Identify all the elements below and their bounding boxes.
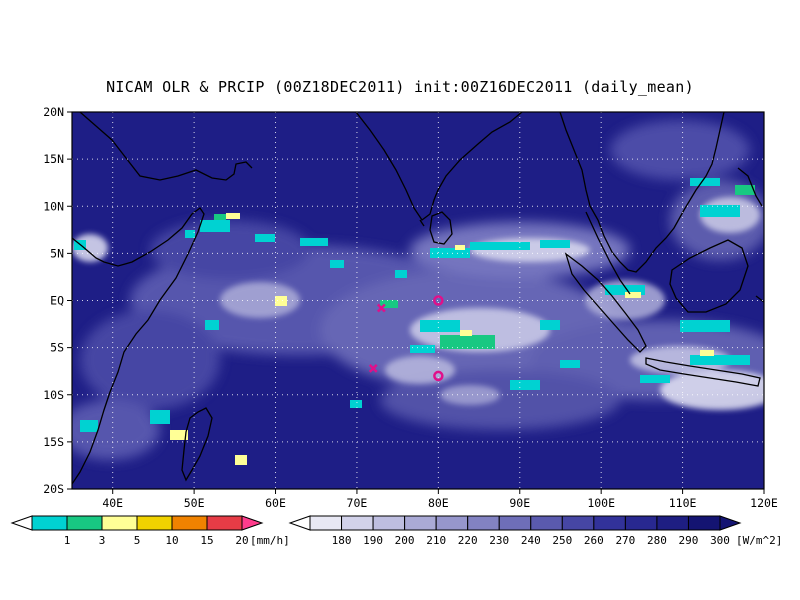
olr-colorbar-label: 290 xyxy=(679,534,699,547)
precip-colorbar-label: 3 xyxy=(99,534,106,547)
lon-tick-label: 50E xyxy=(184,496,205,510)
precip-colorbar-label: 10 xyxy=(165,534,178,547)
lon-tick-label: 70E xyxy=(347,496,368,510)
olr-field xyxy=(72,112,764,489)
olr-colorbar-swatch xyxy=(309,515,343,531)
lon-tick-label: 110E xyxy=(669,496,697,510)
olr-colorbar-label: 210 xyxy=(426,534,446,547)
coastlines xyxy=(72,112,764,485)
olr-colorbar-swatch xyxy=(404,515,437,531)
precip-colorbar-label: 20 xyxy=(235,534,248,547)
olr-colorbar-label: 270 xyxy=(615,534,635,547)
precip-colorbar-swatch xyxy=(31,515,68,531)
precip-colorbar-swatch xyxy=(101,515,138,531)
precip-colorbar-swatch xyxy=(171,515,208,531)
precip-colorbar-unit: [mm/h] xyxy=(250,534,290,547)
olr-colorbar-label: 220 xyxy=(458,534,478,547)
olr-colorbar-swatch xyxy=(656,515,689,531)
storm-circle-marker xyxy=(433,295,444,306)
olr-colorbar-unit: [W/m^2] xyxy=(736,534,782,547)
lon-tick-label: 120E xyxy=(750,496,778,510)
lat-tick-label: 15N xyxy=(43,152,64,166)
olr-colorbar-swatch xyxy=(561,515,595,531)
lat-tick-label: 5S xyxy=(50,341,64,355)
precip-patches xyxy=(74,178,755,465)
olr-colorbar-swatch xyxy=(624,515,658,531)
olr-colorbar-label: 280 xyxy=(647,534,667,547)
lon-tick-label: 80E xyxy=(428,496,449,510)
olr-colorbar-swatch xyxy=(498,515,532,531)
lon-tick-label: 90E xyxy=(509,496,530,510)
colorbars: 1 3 5 10 15 20 [mm/h] 180 190 200 210 220 230 240 250 2… xyxy=(10,515,782,547)
olr-colorbar-label: 180 xyxy=(332,534,352,547)
olr-colorbar-swatch xyxy=(372,515,406,531)
lon-tick-label: 100E xyxy=(587,496,615,510)
graticule xyxy=(72,112,764,489)
storm-cross-marker xyxy=(368,363,378,373)
lat-tick-label: 10N xyxy=(43,199,64,213)
olr-colorbar-swatch xyxy=(467,515,500,531)
lat-tick-label: 15S xyxy=(43,435,64,449)
olr-colorbar-label: 230 xyxy=(489,534,509,547)
olr-colorbar-label: 250 xyxy=(552,534,572,547)
storm-circle-marker xyxy=(433,370,444,382)
olr-colorbar-swatch xyxy=(687,515,721,531)
olr-colorbar-label: 260 xyxy=(584,534,604,547)
lat-tick-label: 20S xyxy=(43,482,64,496)
olr-colorbar-left-arrow xyxy=(288,515,311,531)
olr-colorbar-swatch xyxy=(593,515,626,531)
precip-colorbar-swatch xyxy=(206,515,243,531)
lat-tick-label: EQ xyxy=(50,294,64,308)
precip-colorbar-left-arrow xyxy=(10,515,33,531)
precip-colorbar-swatch xyxy=(136,515,173,531)
lat-tick-label: 10S xyxy=(43,388,64,402)
map-title: NICAM OLR & PRCIP (00Z18DEC2011) init:00… xyxy=(106,78,694,96)
olr-colorbar-swatch xyxy=(341,515,374,531)
lon-tick-label: 60E xyxy=(265,496,286,510)
olr-colorbar-label: 240 xyxy=(521,534,541,547)
precip-colorbar-label: 5 xyxy=(134,534,141,547)
axis-ticks: 20N 15N 10N 5N EQ 5S 10S 15S 20S 40E 50E 60E 70E 80E 9… xyxy=(43,105,778,510)
storm-markers xyxy=(368,295,444,382)
precip-colorbar-label: 1 xyxy=(64,534,71,547)
olr-colorbar-label: 200 xyxy=(395,534,415,547)
olr-colorbar-right-arrow xyxy=(719,515,742,531)
olr-colorbar-swatch xyxy=(435,515,469,531)
olr-colorbar-swatch xyxy=(530,515,563,531)
olr-colorbar-label: 190 xyxy=(363,534,383,547)
precip-colorbar-label: 15 xyxy=(200,534,213,547)
storm-cross-marker xyxy=(376,303,386,313)
lat-tick-label: 5N xyxy=(50,246,64,260)
lon-tick-label: 40E xyxy=(102,496,123,510)
lat-tick-label: 20N xyxy=(43,105,64,119)
precip-colorbar-swatch xyxy=(66,515,103,531)
olr-colorbar-label: 300 xyxy=(710,534,730,547)
precip-colorbar-right-arrow xyxy=(241,515,264,531)
